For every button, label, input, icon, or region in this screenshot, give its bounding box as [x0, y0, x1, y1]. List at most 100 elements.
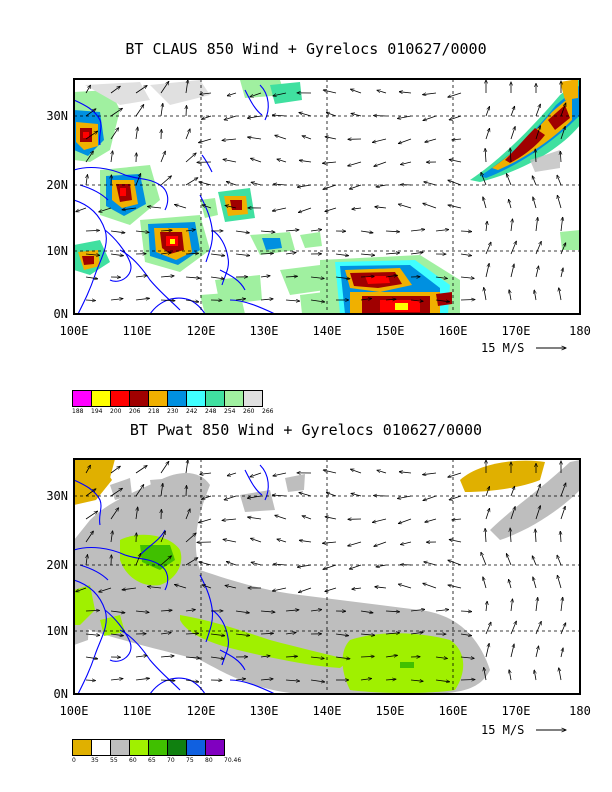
wind-vector [110, 86, 120, 94]
wind-vector [360, 656, 374, 657]
wind-vector [199, 562, 212, 566]
wind-vector [260, 656, 270, 657]
wind-vector [122, 208, 137, 210]
wind-vector [535, 104, 540, 117]
colorbar-label: 194 [91, 408, 103, 415]
panel-2-axis-labels: 100E 110E 120E 130E 140E 150E 160E 170E 180 0N 10N… [46, 489, 591, 718]
wind-vector [397, 115, 412, 119]
wind-vector [485, 148, 486, 163]
wind-vector [85, 151, 93, 163]
wind-vector [374, 541, 387, 546]
wind-vector [410, 229, 425, 231]
panel-2-title: BT Pwat 850 Wind + Gyrelocs 010627/0000 [129, 421, 483, 439]
wind-vector [435, 300, 450, 302]
wind-vector [535, 621, 541, 635]
wind-vector [226, 562, 237, 566]
wind-vector [376, 185, 387, 187]
colorbar-label: 55 [110, 757, 118, 764]
wind-vector [85, 465, 91, 474]
wind-vector [235, 299, 246, 300]
wind-vector [425, 138, 437, 142]
wind-vector [185, 657, 200, 658]
wind-vector [486, 221, 487, 232]
wind-vector [510, 621, 516, 635]
wind-vector [485, 508, 490, 520]
colorbar-label: 200 [110, 408, 122, 415]
x-tick-label: 110E [123, 324, 152, 338]
wind-vector [326, 493, 337, 497]
wind-vector [398, 138, 412, 144]
wind-vector [235, 611, 249, 613]
panel-1-title: BT CLAUS 850 Wind + Gyrelocs 010627/0000 [125, 40, 487, 58]
colorbar-swatch [205, 739, 225, 756]
wind-vector [185, 277, 200, 278]
colorbar-swatch [205, 390, 225, 407]
colorbar-label: 80 [205, 757, 213, 764]
wind-vector [435, 657, 447, 659]
wind-vector [535, 241, 541, 255]
wind-vector [483, 577, 487, 589]
panel-1-colorbar [72, 390, 263, 407]
wind-vector [348, 161, 362, 166]
wind-vector [349, 564, 362, 569]
wind-vector [160, 680, 175, 681]
colorbar-label: 60 [129, 757, 137, 764]
wind-vector [85, 230, 100, 231]
wind-vector [423, 583, 437, 589]
wind-vector [557, 575, 562, 589]
wind-vector [460, 300, 475, 301]
wind-vector [410, 609, 425, 611]
colorbar-label: 254 [224, 408, 236, 415]
wind-vector [509, 670, 511, 681]
wind-vector [510, 507, 515, 520]
wind-vector [110, 466, 120, 474]
wind-vector [424, 562, 437, 566]
wind-vector [248, 517, 262, 519]
wind-vector [534, 670, 536, 681]
wind-vector [160, 633, 171, 635]
wind-vector [377, 90, 387, 94]
wind-vector [510, 241, 516, 255]
wind-vector [310, 679, 325, 682]
panel-1-frame [73, 78, 581, 315]
x-tick-label: 140E [313, 324, 342, 338]
wind-vector [352, 588, 362, 589]
wind-vector [185, 533, 196, 543]
wind-vector [299, 160, 312, 162]
wind-vector [385, 275, 397, 277]
wind-vector [85, 277, 98, 279]
wind-vector [185, 178, 198, 186]
wind-vector [360, 231, 373, 233]
wind-vector [323, 90, 337, 94]
wind-vector [449, 495, 462, 500]
wind-vector [223, 159, 237, 163]
wind-vector [385, 231, 400, 232]
x-tick-label: 140E [313, 704, 342, 718]
panel-1-wind-vectors [76, 80, 566, 302]
wind-vector [251, 158, 262, 163]
wind-vector [185, 129, 190, 140]
wind-vector [335, 657, 350, 659]
wind-vector [559, 668, 562, 681]
wind-vector [398, 584, 412, 589]
wind-vector [160, 276, 174, 277]
wind-vector [160, 176, 171, 186]
wind-vector [76, 207, 87, 212]
wind-vector [85, 254, 100, 255]
colorbar-label: 0 [72, 757, 76, 764]
wind-vector [448, 472, 462, 477]
wind-vector [110, 299, 123, 300]
colorbar-swatch [167, 739, 187, 756]
panel-1-shading [74, 79, 580, 314]
wind-vector [410, 300, 423, 301]
wind-vector [535, 506, 540, 520]
colorbar-swatch [129, 739, 149, 756]
wind-vector [110, 634, 123, 636]
wind-vector [310, 657, 324, 659]
wind-vector [135, 485, 144, 497]
wind-vector [251, 182, 262, 186]
wind-vector [385, 679, 396, 680]
x-tick-label: 100E [60, 324, 89, 338]
wind-vector [186, 106, 187, 117]
wind-vector [250, 472, 262, 477]
